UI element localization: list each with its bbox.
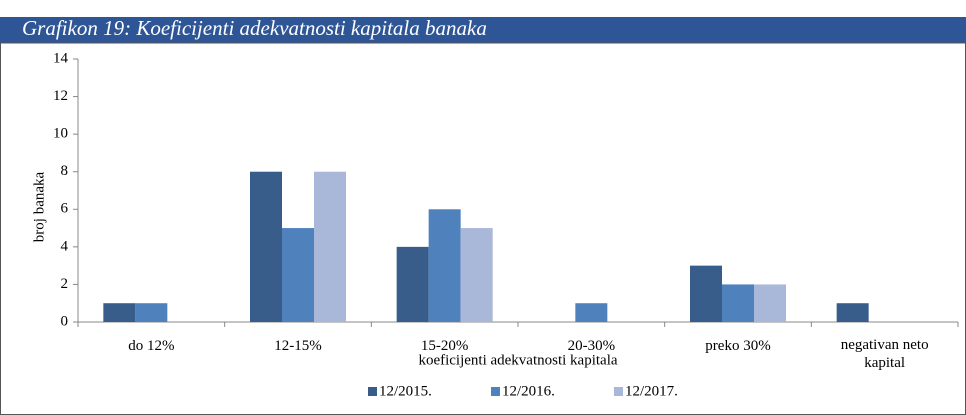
bar [690, 265, 722, 322]
bar [754, 284, 786, 322]
x-tick-label: preko 30% [705, 338, 771, 354]
y-tick-label: 8 [61, 163, 69, 179]
bar [836, 303, 869, 322]
x-tick-label: 12-15% [274, 338, 322, 354]
bar [314, 171, 346, 322]
y-axis-title: broj banaka [31, 171, 47, 242]
legend-label: 12/2017. [625, 383, 678, 399]
chart-title: Grafikon 19: Koeficijenti adekvatnosti k… [22, 16, 487, 40]
legend-label: 12/2015. [379, 383, 432, 399]
x-tick-label: 20-30% [567, 338, 616, 354]
y-tick-label: 0 [61, 313, 69, 329]
bar [282, 228, 314, 322]
y-tick-label: 2 [61, 276, 69, 292]
bar [396, 246, 429, 322]
bar [428, 209, 461, 322]
y-tick-label: 4 [61, 238, 69, 254]
x-tick-label: negativan neto kapital [840, 337, 929, 371]
y-tick-label: 12 [53, 88, 68, 104]
x-tick-label: do 12% [128, 338, 175, 354]
legend-label: 12/2016. [502, 383, 555, 399]
y-tick-label: 14 [53, 50, 69, 66]
legend-swatch [491, 387, 500, 396]
bar [135, 303, 168, 322]
x-tick-label: 15-20% [420, 338, 469, 354]
title-bar [0, 17, 966, 43]
bar [722, 284, 754, 322]
x-axis-title: koeficijenti adekvatnosti kapitala [418, 352, 617, 368]
bar [575, 303, 608, 322]
y-tick-label: 10 [53, 126, 68, 142]
bar [460, 228, 493, 322]
legend-swatch [614, 387, 623, 396]
bar [250, 171, 282, 322]
y-tick-label: 6 [61, 201, 69, 217]
legend-swatch [368, 387, 377, 396]
bar [103, 303, 136, 322]
